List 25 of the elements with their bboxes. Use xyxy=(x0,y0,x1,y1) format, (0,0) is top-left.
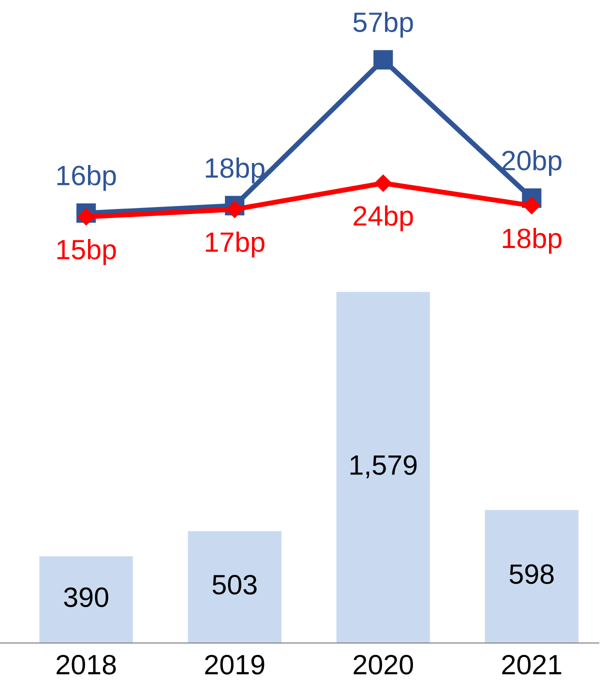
data-label: 17bp xyxy=(206,232,264,258)
point xyxy=(373,50,393,70)
data-label: 57bp xyxy=(353,12,413,38)
point xyxy=(78,208,95,226)
bar xyxy=(188,531,282,643)
x-tick-label: 2021 xyxy=(502,654,562,675)
x-tick-label: 2019 xyxy=(205,654,264,675)
data-label: 503 xyxy=(212,574,257,595)
x-tick-label: 2020 xyxy=(354,654,413,675)
x-tick-label: 2018 xyxy=(56,654,116,675)
data-label: 1,579 xyxy=(350,455,417,478)
point xyxy=(374,174,392,192)
data-label: 16bp xyxy=(57,164,116,191)
data-label: 15bp xyxy=(57,239,116,265)
data-label: 18bp xyxy=(206,157,264,184)
bar xyxy=(336,292,430,643)
data-label: 18bp xyxy=(502,228,562,254)
data-label: 20bp xyxy=(502,150,562,176)
data-label: 390 xyxy=(64,587,108,608)
bar xyxy=(39,556,133,643)
data-label: 24bp xyxy=(354,205,413,232)
data-label: 598 xyxy=(510,564,554,584)
bar xyxy=(484,510,578,643)
point xyxy=(523,197,540,214)
point xyxy=(226,200,244,218)
